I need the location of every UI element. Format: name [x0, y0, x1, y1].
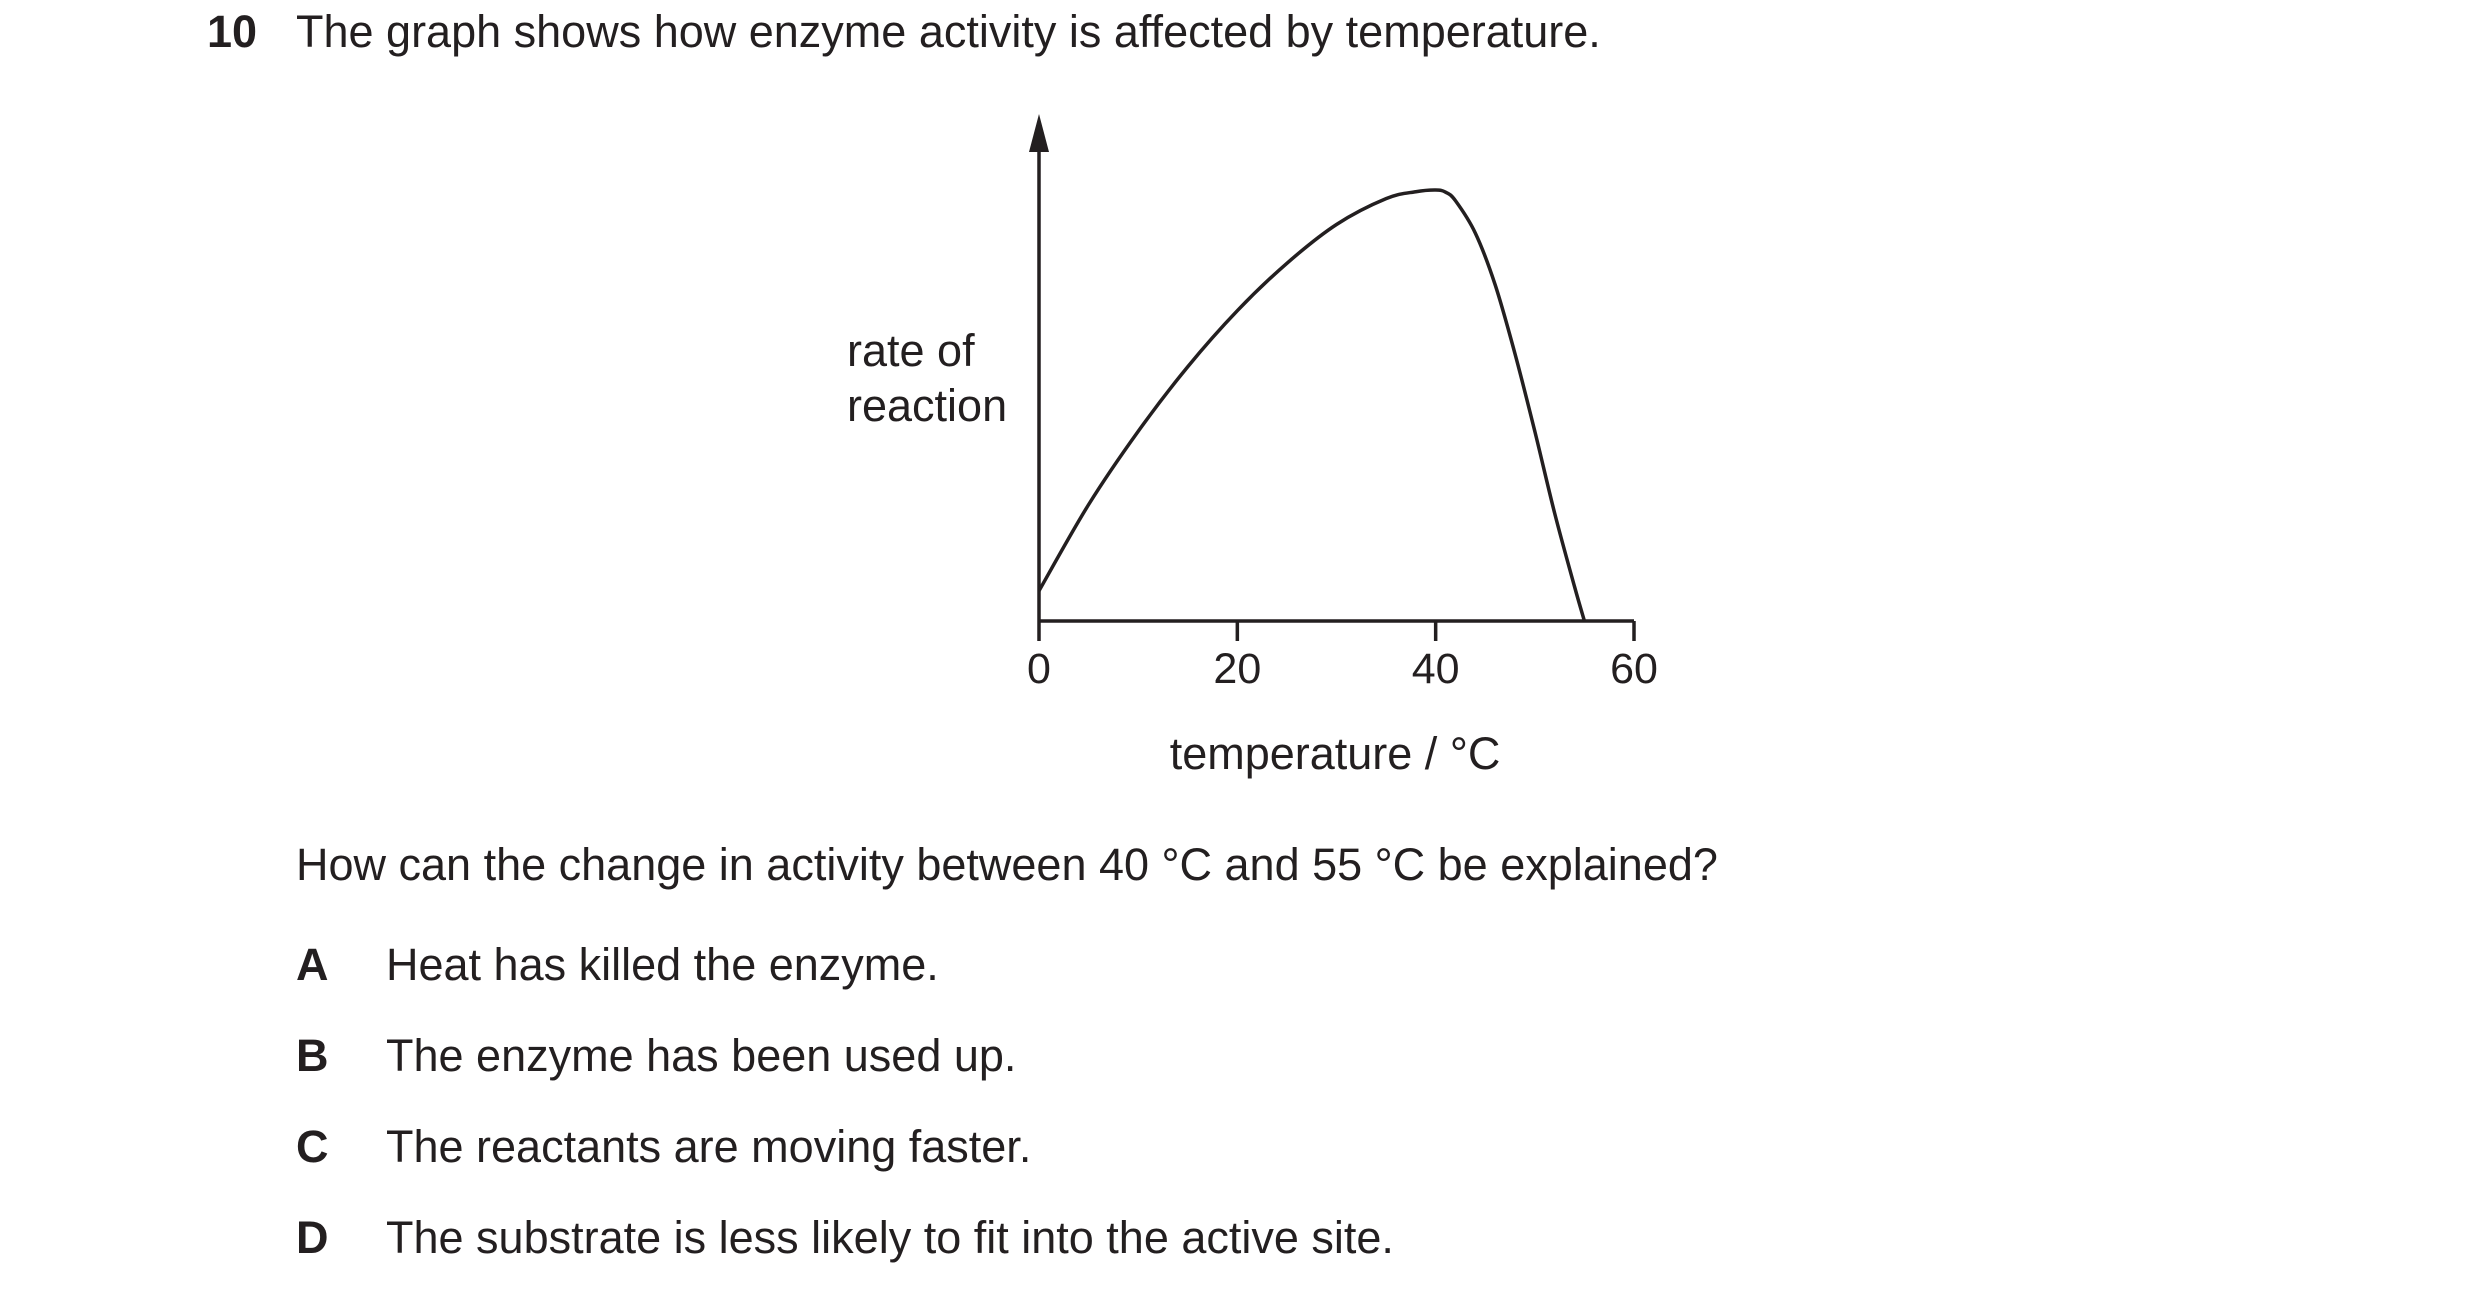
question-stem: The graph shows how enzyme activity is a…: [296, 6, 1601, 57]
chart-series: [1037, 188, 1587, 622]
x-tick-label: 60: [1610, 645, 1658, 693]
y-axis-arrow: [1029, 114, 1049, 152]
option-text: The enzyme has been used up.: [386, 1030, 1017, 1081]
y-axis-label-line-2: reaction: [847, 380, 1007, 431]
x-axis-ticks: 0 20 40 60: [1027, 621, 1658, 693]
x-tick-label: 0: [1027, 645, 1051, 693]
option-text: The reactants are moving faster.: [386, 1121, 1032, 1172]
chart-axes: [1029, 114, 1634, 641]
option-text: The substrate is less likely to fit into…: [386, 1212, 1394, 1263]
option-letter: A: [296, 939, 329, 990]
option-text: Heat has killed the enzyme.: [386, 939, 939, 990]
y-axis-label-line-1: rate of: [847, 325, 975, 376]
sub-question: How can the change in activity between 4…: [296, 839, 1718, 890]
option-letter: D: [296, 1212, 329, 1263]
enzyme-activity-curve: [1037, 188, 1587, 622]
option-letter: B: [296, 1030, 329, 1081]
question-number: 10: [207, 6, 258, 57]
x-tick-label: 40: [1412, 645, 1460, 693]
option-letter: C: [296, 1121, 329, 1172]
x-axis-label: temperature / °C: [1170, 728, 1501, 779]
enzyme-activity-graph: 0 20 40 60 rate of reaction temperature / °…: [847, 114, 1658, 779]
x-tick-label: 20: [1213, 645, 1261, 693]
